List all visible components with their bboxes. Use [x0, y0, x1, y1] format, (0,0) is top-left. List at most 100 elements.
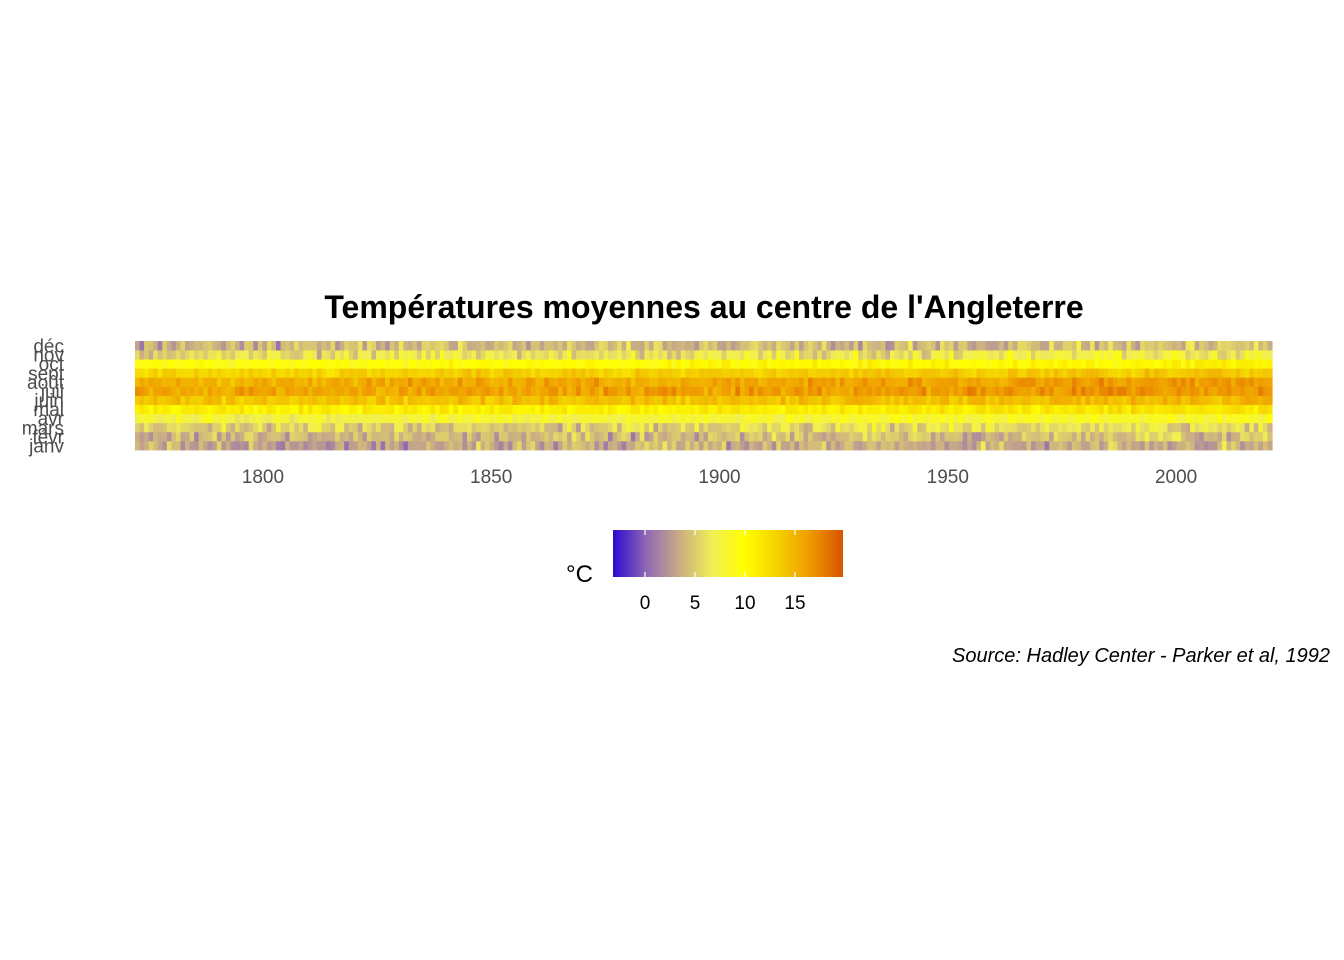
heat-cell: [407, 422, 414, 433]
heat-cell: [658, 413, 664, 424]
heat-cell: [1008, 422, 1014, 433]
heat-cell: [316, 404, 323, 415]
heat-cell: [1090, 395, 1096, 405]
heat-cell: [1067, 377, 1073, 387]
heat-cell: [1026, 431, 1032, 442]
heat-cell: [1158, 341, 1164, 351]
heat-cell: [421, 359, 427, 369]
heat-cell: [330, 422, 336, 433]
heat-cell: [621, 377, 627, 387]
heat-cell: [1176, 404, 1182, 415]
heat-cell: [198, 368, 204, 378]
heat-cell: [667, 350, 673, 360]
heat-cell: [498, 386, 504, 396]
heat-cell: [380, 413, 386, 424]
heat-cell: [1226, 368, 1232, 378]
heat-cell: [485, 413, 491, 424]
heat-cell: [498, 359, 504, 369]
heat-cell: [1135, 377, 1141, 387]
heat-cell: [771, 404, 777, 415]
heat-cell: [1185, 350, 1191, 360]
heat-cell: [171, 413, 177, 424]
heat-cell: [235, 404, 241, 415]
heat-cell: [589, 341, 595, 351]
heat-cell: [571, 422, 577, 433]
heat-cell: [1190, 431, 1196, 442]
heat-cell: [585, 350, 591, 360]
heat-cell: [1071, 359, 1078, 369]
heat-cell: [512, 368, 518, 378]
heat-cell: [439, 377, 445, 387]
heat-cell: [812, 440, 818, 451]
heat-cell: [257, 413, 263, 424]
heat-cell: [762, 395, 768, 405]
heat-cell: [485, 359, 491, 369]
heat-cell: [1044, 359, 1050, 369]
heat-cell: [426, 386, 432, 396]
heat-cell: [316, 368, 323, 378]
x-tick-label: 2000: [1155, 467, 1197, 488]
heat-cell: [812, 395, 818, 405]
heat-cell: [1108, 440, 1114, 451]
heat-cell: [271, 422, 277, 433]
heat-cell: [248, 359, 254, 369]
heat-cell: [880, 368, 887, 378]
heat-cell: [912, 386, 918, 396]
heat-cell: [1040, 350, 1046, 360]
heat-cell: [1131, 386, 1137, 396]
heat-cell: [225, 386, 232, 396]
heat-cell: [753, 404, 759, 415]
heat-cell: [1226, 341, 1232, 351]
heat-cell: [412, 395, 418, 405]
heat-cell: [576, 404, 582, 415]
heat-cell: [626, 377, 632, 387]
heat-cell: [498, 341, 504, 351]
heat-cell: [1167, 368, 1173, 378]
heat-cell: [235, 341, 241, 351]
heat-cell: [721, 368, 727, 378]
heat-cell: [198, 350, 204, 360]
heat-cell: [1112, 368, 1118, 378]
heat-cell: [1262, 431, 1269, 442]
heat-cell: [562, 386, 568, 396]
heat-cell: [703, 440, 709, 451]
heat-cell: [985, 368, 991, 378]
heat-cell: [639, 368, 645, 378]
chart-caption: Source: Hadley Center - Parker et al, 19…: [952, 645, 1330, 667]
heat-cell: [871, 413, 877, 424]
heat-cell: [698, 395, 705, 405]
heat-cell: [885, 404, 891, 415]
heat-cell: [880, 395, 887, 405]
heat-cell: [526, 377, 532, 387]
heat-cell: [344, 431, 350, 442]
heat-cell: [403, 350, 409, 360]
heat-cell: [853, 350, 859, 360]
heat-cell: [676, 404, 682, 415]
heat-cell: [416, 422, 423, 433]
heat-cell: [230, 386, 236, 396]
heat-cell: [1181, 431, 1187, 442]
heat-cell: [507, 377, 514, 387]
heat-cell: [198, 431, 204, 442]
heat-cell: [717, 431, 723, 442]
heat-cell: [407, 404, 414, 415]
heat-cell: [1053, 404, 1059, 415]
heat-cell: [607, 368, 614, 378]
heat-cell: [421, 422, 427, 433]
heat-cell: [1144, 350, 1150, 360]
heat-cell: [1208, 341, 1214, 351]
heat-cell: [639, 404, 645, 415]
heat-cell: [1190, 422, 1196, 433]
heat-cell: [248, 431, 254, 442]
heat-cell: [357, 413, 363, 424]
heat-cell: [571, 368, 577, 378]
heat-cell: [917, 413, 923, 424]
heat-cell: [935, 341, 941, 351]
heat-cell: [617, 422, 623, 433]
heat-cell: [1126, 395, 1132, 405]
heat-cell: [1071, 341, 1078, 351]
heat-cell: [257, 341, 263, 351]
heat-cell: [1244, 377, 1250, 387]
heat-cell: [1135, 404, 1141, 415]
heat-cell: [1117, 368, 1123, 378]
